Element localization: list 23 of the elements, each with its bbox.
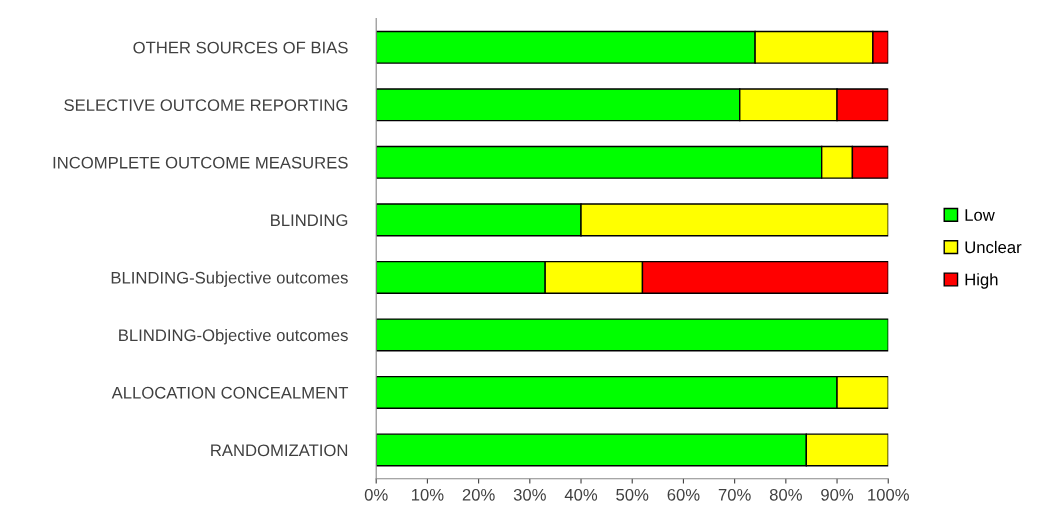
x-tick-label: 40%	[564, 488, 598, 501]
y-tick-label: BLINDING	[271, 214, 348, 227]
bar	[376, 318, 889, 352]
y-tick-label: ALLOCATION CONCEALMENT	[111, 386, 349, 399]
x-tick-label: 30%	[513, 488, 546, 501]
y-tick-label: OTHER SOURCES OF BIAS	[133, 41, 348, 54]
x-tick-label: 80%	[769, 488, 802, 501]
x-tick-label: 100%	[868, 488, 909, 501]
x-tick-label: 0%	[364, 488, 388, 501]
legend-label: Unclear	[965, 240, 1022, 254]
x-tick-label: 20%	[462, 488, 495, 501]
y-tick-label: BLINDING-Subjective outcomes	[111, 271, 348, 287]
x-tick-label: 10%	[412, 488, 444, 501]
x-tick-label: 50%	[616, 488, 649, 501]
legend-label: Low	[965, 209, 995, 221]
y-tick-label: BLINDING-Objective outcomes	[119, 328, 348, 345]
y-tick-label: SELECTIVE OUTCOME REPORTING	[64, 99, 348, 112]
legend-label: High	[965, 273, 998, 289]
y-tick-label: RANDOMIZATION	[211, 444, 348, 457]
y-tick-label: INCOMPLETE OUTCOME MEASURES	[53, 156, 348, 169]
x-tick-label: 60%	[667, 488, 700, 501]
x-tick-label: 90%	[821, 488, 854, 501]
x-tick-label: 70%	[718, 488, 751, 501]
